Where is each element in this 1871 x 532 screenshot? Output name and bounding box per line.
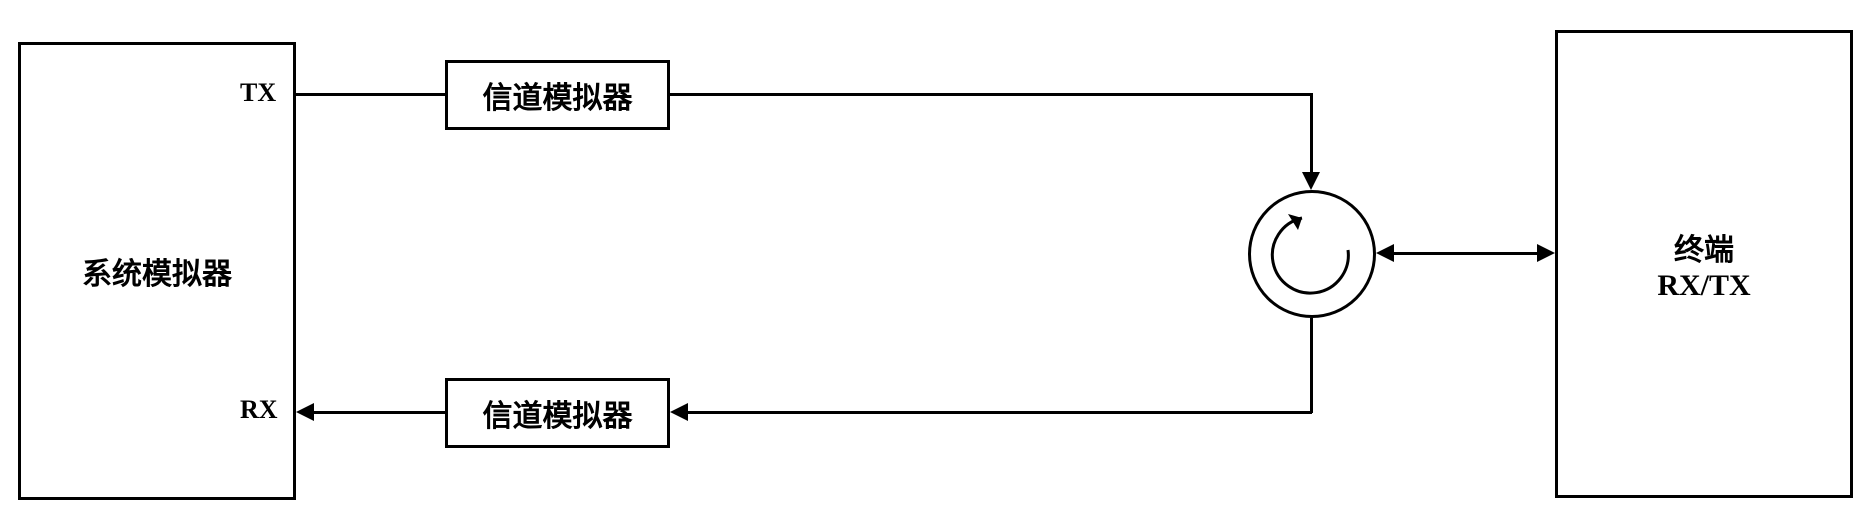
edge-tx-to-chtop	[296, 93, 445, 96]
channel-simulator-top-label: 信道模拟器	[483, 73, 633, 117]
arrow-into-rx-icon	[296, 403, 314, 421]
arrow-into-circulator-top-icon	[1302, 172, 1320, 190]
arrow-terminal-to-circulator-icon	[1376, 244, 1394, 262]
edge-chtop-to-circulator-h	[670, 93, 1312, 96]
arrow-into-chbottom-icon	[670, 403, 688, 421]
rx-port-label: RX	[240, 395, 278, 425]
terminal-box: 终端 RX/TX	[1555, 30, 1853, 498]
channel-simulator-bottom-box: 信道模拟器	[445, 378, 670, 448]
system-simulator-box: 系统模拟器	[18, 42, 296, 500]
circulator-arc-icon	[1258, 200, 1366, 308]
edge-chtop-to-circulator-v	[1310, 93, 1313, 175]
terminal-label-2: RX/TX	[1657, 269, 1750, 303]
arrow-circulator-to-terminal-icon	[1537, 244, 1555, 262]
edge-circulator-to-chbottom-v	[1310, 318, 1313, 413]
channel-simulator-top-box: 信道模拟器	[445, 60, 670, 130]
tx-port-label: TX	[240, 78, 276, 108]
edge-circulator-terminal	[1394, 252, 1537, 255]
channel-simulator-bottom-label: 信道模拟器	[483, 391, 633, 435]
terminal-label-1: 终端	[1674, 225, 1734, 269]
edge-chbottom-to-rx	[314, 411, 445, 414]
edge-circulator-to-chbottom-h	[688, 411, 1312, 414]
system-simulator-label: 系统模拟器	[82, 249, 232, 293]
